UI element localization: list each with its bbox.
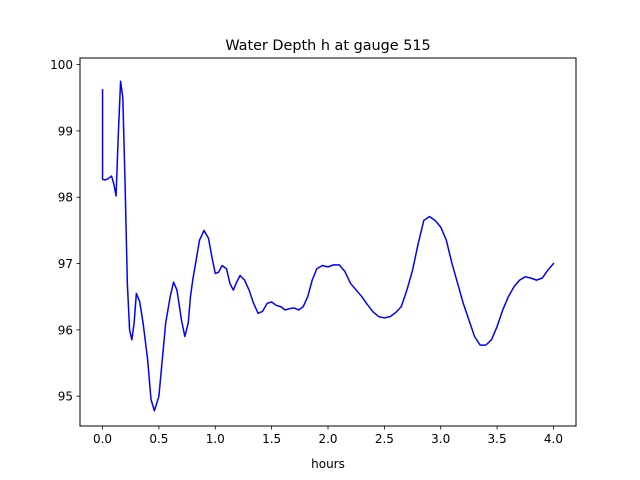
x-tick-label: 2.0 xyxy=(318,432,337,446)
x-tick-label: 3.5 xyxy=(488,432,507,446)
x-tick-label: 0.0 xyxy=(93,432,112,446)
x-axis: 0.0 0.5 1.0 1.5 2.0 2.5 3.0 3.5 4.0 xyxy=(93,426,563,446)
y-tick-label: 95 xyxy=(58,390,73,404)
y-tick-label: 96 xyxy=(58,323,73,337)
y-axis: 95 96 97 98 99 100 xyxy=(50,58,80,404)
x-axis-label: hours xyxy=(311,457,345,471)
x-tick-label: 2.5 xyxy=(375,432,394,446)
x-tick-label: 0.5 xyxy=(149,432,168,446)
plot-area xyxy=(101,80,555,412)
series-line-1 xyxy=(101,80,555,412)
x-tick-label: 1.0 xyxy=(206,432,225,446)
y-tick-label: 98 xyxy=(58,191,73,205)
x-tick-label: 1.5 xyxy=(262,432,281,446)
y-tick-label: 97 xyxy=(58,257,73,271)
x-tick-label: 3.0 xyxy=(431,432,450,446)
x-tick-label: 4.0 xyxy=(544,432,563,446)
chart-title: Water Depth h at gauge 515 xyxy=(225,38,430,54)
y-tick-label: 100 xyxy=(50,58,73,72)
plot-frame xyxy=(79,57,577,427)
y-tick-label: 99 xyxy=(58,124,73,138)
